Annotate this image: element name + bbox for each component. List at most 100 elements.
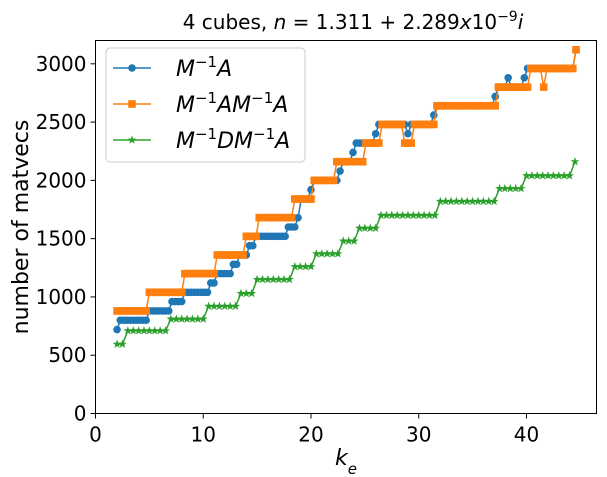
data-point [404,129,412,138]
data-point [419,210,429,220]
legend-marker [128,100,136,108]
data-point [549,171,558,180]
data-point [210,269,218,278]
data-point [468,196,477,206]
data-point [123,326,133,335]
data-point [118,339,127,348]
data-point [520,74,529,82]
data-point [142,316,150,325]
data-point [446,196,456,206]
data-point [462,196,472,206]
axes-frame [95,40,597,414]
data-point [112,339,122,348]
x-tick-label: 30 [406,423,431,447]
data-point [113,325,121,334]
legend-marker [128,64,136,72]
data-point [177,314,187,323]
data-point [231,301,240,310]
data-point [511,183,521,193]
data-point [365,223,375,232]
x-tick-label: 20 [298,423,323,447]
x-axis-label: ke [335,446,357,477]
data-point [150,326,160,335]
y-tick-label: 1000 [36,285,87,309]
data-point [317,249,327,258]
data-point [166,314,176,323]
x-tick-label: 0 [89,423,102,447]
data-point [538,171,547,180]
data-point [268,274,278,284]
x-tick-label: 40 [514,423,539,447]
data-point [274,274,284,284]
data-point [247,288,257,298]
data-point [287,213,296,222]
data-point [329,176,338,185]
y-axis-label: number of matvecs [9,120,34,335]
data-point [408,210,418,220]
y-tick-label: 2000 [36,168,87,192]
data-point [504,74,512,82]
data-point [382,210,391,220]
data-point [358,157,367,166]
data-point [220,301,230,310]
data-point [164,307,173,315]
data-point [568,64,577,73]
data-point [522,171,531,180]
data-point [307,195,315,203]
data-point [489,196,499,206]
data-point [387,210,397,220]
y-tick-label: 1500 [36,227,87,251]
data-point [145,326,154,335]
data-point [142,307,150,315]
data-point [336,167,344,175]
data-point [225,301,235,310]
y-tick-label: 500 [48,343,86,367]
data-point [360,223,370,232]
y-tick-label: 3000 [36,52,87,76]
data-point [473,196,483,206]
data-point [398,210,407,220]
data-point [210,279,218,287]
data-point [397,120,406,129]
data-point [344,236,354,245]
data-point [532,171,542,180]
y-tick-label: 0 [74,402,87,426]
data-point [312,249,321,258]
data-point [572,46,580,54]
data-point [155,326,165,335]
legend-label: M−1A [176,53,232,82]
series-2 [113,46,580,315]
x-axis-ticks: 0 10 20 30 40 [89,413,539,447]
data-point [294,213,302,222]
legend-marker [127,135,137,144]
data-point [295,262,305,271]
legend-entry: M−1A [113,53,232,82]
data-point [349,236,359,245]
data-point [279,274,289,284]
legend-label: M−1AM−1A [176,89,288,118]
data-point [188,314,197,323]
data-point [226,269,234,278]
data-point [484,196,494,206]
data-point [128,326,138,335]
data-point [252,232,260,241]
data-point [290,262,300,271]
data-point [239,251,247,259]
data-point [403,210,413,220]
data-point [355,223,364,232]
series-layer [112,46,580,348]
data-point [539,83,548,91]
legend-entry: M−1DM−1A [113,125,290,154]
data-point [523,83,532,91]
data-point [371,129,380,138]
data-point [139,326,149,335]
data-point [479,196,488,206]
plot-area [95,40,597,414]
data-point [258,274,267,284]
data-point [376,210,386,220]
data-point [161,326,170,335]
data-point [414,210,424,220]
data-point [527,171,537,180]
data-point [500,183,510,193]
